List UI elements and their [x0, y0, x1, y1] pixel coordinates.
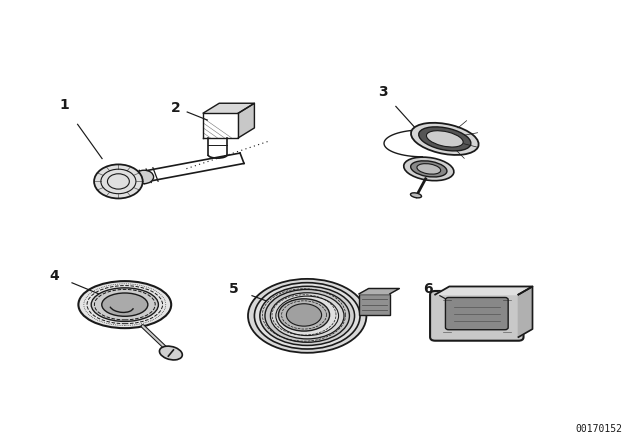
Ellipse shape — [254, 283, 360, 349]
Text: 6: 6 — [422, 282, 433, 296]
Text: 1: 1 — [59, 98, 69, 112]
Circle shape — [94, 164, 143, 198]
Ellipse shape — [404, 157, 454, 181]
Ellipse shape — [270, 293, 344, 339]
Polygon shape — [203, 103, 255, 113]
Ellipse shape — [102, 293, 148, 316]
Ellipse shape — [419, 127, 471, 151]
Ellipse shape — [79, 281, 172, 328]
Text: 4: 4 — [49, 268, 60, 283]
Ellipse shape — [411, 161, 447, 177]
Polygon shape — [435, 287, 532, 295]
Ellipse shape — [287, 304, 322, 326]
Ellipse shape — [159, 346, 182, 360]
Ellipse shape — [260, 286, 355, 345]
Text: 3: 3 — [378, 85, 388, 99]
Ellipse shape — [417, 164, 441, 174]
Ellipse shape — [265, 289, 349, 342]
Ellipse shape — [411, 123, 479, 155]
Ellipse shape — [426, 131, 463, 147]
Ellipse shape — [276, 296, 339, 336]
Ellipse shape — [92, 288, 159, 322]
FancyBboxPatch shape — [359, 294, 390, 315]
Ellipse shape — [248, 279, 367, 353]
FancyBboxPatch shape — [430, 291, 524, 340]
Text: 2: 2 — [171, 100, 181, 115]
Text: 00170152: 00170152 — [575, 424, 622, 434]
Polygon shape — [359, 289, 399, 294]
Text: 5: 5 — [228, 282, 239, 296]
Polygon shape — [518, 287, 532, 337]
Circle shape — [134, 170, 154, 184]
Ellipse shape — [410, 193, 422, 198]
FancyBboxPatch shape — [445, 297, 508, 330]
Polygon shape — [239, 103, 255, 138]
Ellipse shape — [278, 299, 330, 331]
